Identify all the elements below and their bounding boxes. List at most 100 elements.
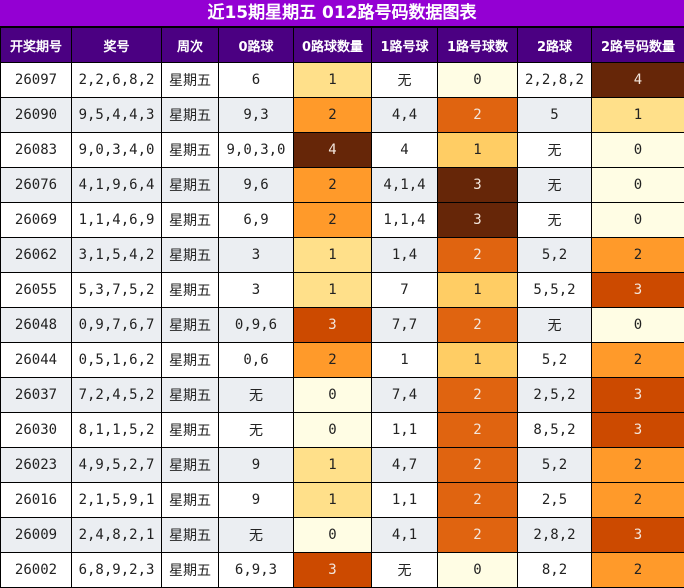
cell-road2: 8,5,2 [517, 412, 592, 448]
cell-issue: 26009 [0, 517, 72, 553]
cell-numbers: 4,1,9,6,4 [71, 167, 162, 203]
cell-weekday: 星期五 [161, 272, 219, 308]
cell-numbers: 0,5,1,6,2 [71, 342, 162, 378]
header-road2-count: 2路号码数量 [591, 27, 684, 63]
cell-road2-count: 0 [591, 167, 684, 203]
cell-weekday: 星期五 [161, 482, 219, 518]
cell-weekday: 星期五 [161, 307, 219, 343]
cell-weekday: 星期五 [161, 97, 219, 133]
table-body: 26097 2,2,6,8,2 星期五 6 1 无 0 2,2,8,2 4 26090 9,5,4,… [0, 62, 684, 588]
cell-road0: 9,6 [218, 167, 294, 203]
table-row: 26062 3,1,5,4,2 星期五 3 1 1,4 2 5,2 2 [0, 237, 684, 273]
table-row: 26090 9,5,4,4,3 星期五 9,3 2 4,4 2 5 1 [0, 97, 684, 133]
cell-road0-count: 0 [293, 517, 372, 553]
cell-road2: 5 [517, 97, 592, 133]
cell-road1: 4 [371, 132, 438, 168]
cell-road2-count: 0 [591, 202, 684, 238]
cell-road1: 4,7 [371, 447, 438, 483]
cell-road1: 无 [371, 552, 438, 588]
table-row: 26097 2,2,6,8,2 星期五 6 1 无 0 2,2,8,2 4 [0, 62, 684, 98]
table-row: 26044 0,5,1,6,2 星期五 0,6 2 1 1 5,2 2 [0, 342, 684, 378]
table-row: 26083 9,0,3,4,0 星期五 9,0,3,0 4 4 1 无 0 [0, 132, 684, 168]
cell-numbers: 1,1,4,6,9 [71, 202, 162, 238]
cell-road1: 4,1 [371, 517, 438, 553]
cell-road0-count: 2 [293, 202, 372, 238]
cell-numbers: 4,9,5,2,7 [71, 447, 162, 483]
cell-road2: 8,2 [517, 552, 592, 588]
cell-road1: 1 [371, 342, 438, 378]
cell-road2: 5,5,2 [517, 272, 592, 308]
cell-road1: 7,7 [371, 307, 438, 343]
table-row: 26055 5,3,7,5,2 星期五 3 1 7 1 5,5,2 3 [0, 272, 684, 308]
cell-numbers: 9,0,3,4,0 [71, 132, 162, 168]
cell-road1: 4,1,4 [371, 167, 438, 203]
cell-road1-count: 2 [437, 97, 518, 133]
cell-road2: 5,2 [517, 447, 592, 483]
cell-road0: 3 [218, 237, 294, 273]
table-row: 26037 7,2,4,5,2 星期五无 0 7,4 2 2,5,2 3 [0, 377, 684, 413]
cell-road0-count: 1 [293, 482, 372, 518]
header-road0: 0路球 [218, 27, 294, 63]
cell-road1-count: 2 [437, 377, 518, 413]
cell-road1-count: 0 [437, 552, 518, 588]
cell-road2: 2,5,2 [517, 377, 592, 413]
cell-numbers: 2,2,6,8,2 [71, 62, 162, 98]
cell-numbers: 6,8,9,2,3 [71, 552, 162, 588]
cell-road0: 无 [218, 377, 294, 413]
cell-road0-count: 4 [293, 132, 372, 168]
cell-road0: 9,0,3,0 [218, 132, 294, 168]
cell-road1-count: 2 [437, 447, 518, 483]
cell-issue: 26076 [0, 167, 72, 203]
cell-road0-count: 2 [293, 342, 372, 378]
cell-road2: 无 [517, 132, 592, 168]
cell-road2-count: 2 [591, 447, 684, 483]
cell-road2-count: 2 [591, 552, 684, 588]
cell-issue: 26016 [0, 482, 72, 518]
cell-issue: 26048 [0, 307, 72, 343]
table-row: 26048 0,9,7,6,7 星期五 0,9,6 3 7,7 2 无 0 [0, 307, 684, 343]
cell-road0: 6,9,3 [218, 552, 294, 588]
table-row: 26016 2,1,5,9,1 星期五 9 1 1,1 2 2,5 2 [0, 482, 684, 518]
table-row: 26076 4,1,9,6,4 星期五 9,6 2 4,1,4 3 无 0 [0, 167, 684, 203]
cell-issue: 26062 [0, 237, 72, 273]
cell-road1-count: 0 [437, 62, 518, 98]
cell-issue: 26002 [0, 552, 72, 588]
cell-road1-count: 3 [437, 167, 518, 203]
header-numbers: 奖号 [71, 27, 162, 63]
page-title: 近15期星期五 012路号码数据图表 [0, 0, 684, 27]
cell-weekday: 星期五 [161, 132, 219, 168]
cell-weekday: 星期五 [161, 237, 219, 273]
cell-numbers: 7,2,4,5,2 [71, 377, 162, 413]
cell-numbers: 5,3,7,5,2 [71, 272, 162, 308]
cell-weekday: 星期五 [161, 202, 219, 238]
cell-road0-count: 1 [293, 447, 372, 483]
header-road2: 2路球 [517, 27, 592, 63]
cell-road1-count: 1 [437, 272, 518, 308]
header-issue: 开奖期号 [0, 27, 72, 63]
cell-weekday: 星期五 [161, 62, 219, 98]
cell-road1: 4,4 [371, 97, 438, 133]
cell-weekday: 星期五 [161, 342, 219, 378]
cell-road1: 1,1,4 [371, 202, 438, 238]
cell-weekday: 星期五 [161, 447, 219, 483]
cell-road1-count: 2 [437, 412, 518, 448]
cell-road1: 7,4 [371, 377, 438, 413]
cell-road2: 2,5 [517, 482, 592, 518]
cell-road1: 无 [371, 62, 438, 98]
cell-issue: 26083 [0, 132, 72, 168]
cell-road2: 5,2 [517, 342, 592, 378]
cell-road0: 6,9 [218, 202, 294, 238]
cell-road1: 1,1 [371, 412, 438, 448]
cell-weekday: 星期五 [161, 552, 219, 588]
cell-issue: 26030 [0, 412, 72, 448]
cell-weekday: 星期五 [161, 377, 219, 413]
cell-road1-count: 1 [437, 132, 518, 168]
header-road0-count: 0路球数量 [293, 27, 372, 63]
cell-road2: 无 [517, 307, 592, 343]
cell-road0-count: 1 [293, 272, 372, 308]
cell-road1: 1,1 [371, 482, 438, 518]
cell-road0-count: 1 [293, 62, 372, 98]
table-row: 26023 4,9,5,2,7 星期五 9 1 4,7 2 5,2 2 [0, 447, 684, 483]
cell-numbers: 2,1,5,9,1 [71, 482, 162, 518]
